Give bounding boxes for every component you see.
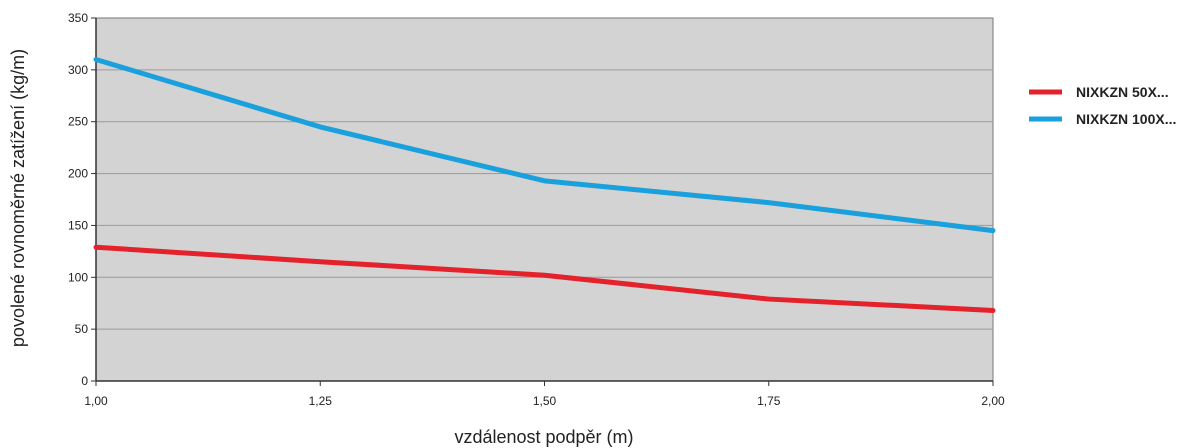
legend-label: NIXKZN 50X... [1076,84,1169,100]
x-tick-label: 1,00 [84,394,108,408]
y-tick-label: 350 [68,11,88,25]
series-line-1 [93,244,996,313]
legend: NIXKZN 50X... NIXKZN 100X... [1029,84,1176,127]
x-tick-label: 1,75 [757,394,781,408]
series-lines [93,56,996,313]
y-tick-label: 50 [75,322,89,336]
series-line-2 [93,56,996,234]
plot-area [95,17,994,382]
x-tick-label: 1,50 [533,394,557,408]
y-tick-label: 300 [68,63,88,77]
legend-label: NIXKZN 100X... [1076,111,1176,127]
x-axis-ticks: 1,00 1,25 1,50 1,75 2,00 [84,381,1005,408]
x-tick-label: 2,00 [981,394,1005,408]
y-tick-label: 100 [68,270,88,284]
y-axis-title: povolené rovnoměrné zatížení (kg/m) [8,49,28,347]
x-tick-label: 1,25 [309,394,333,408]
grid-lines [96,69,993,330]
y-tick-label: 0 [81,374,88,388]
x-axis-title: vzdálenost podpěr (m) [454,427,633,447]
y-tick-label: 200 [68,167,88,181]
y-axis-ticks: 0 50 100 150 200 250 300 350 [68,11,96,388]
y-tick-label: 250 [68,115,88,129]
y-tick-label: 150 [68,218,88,232]
